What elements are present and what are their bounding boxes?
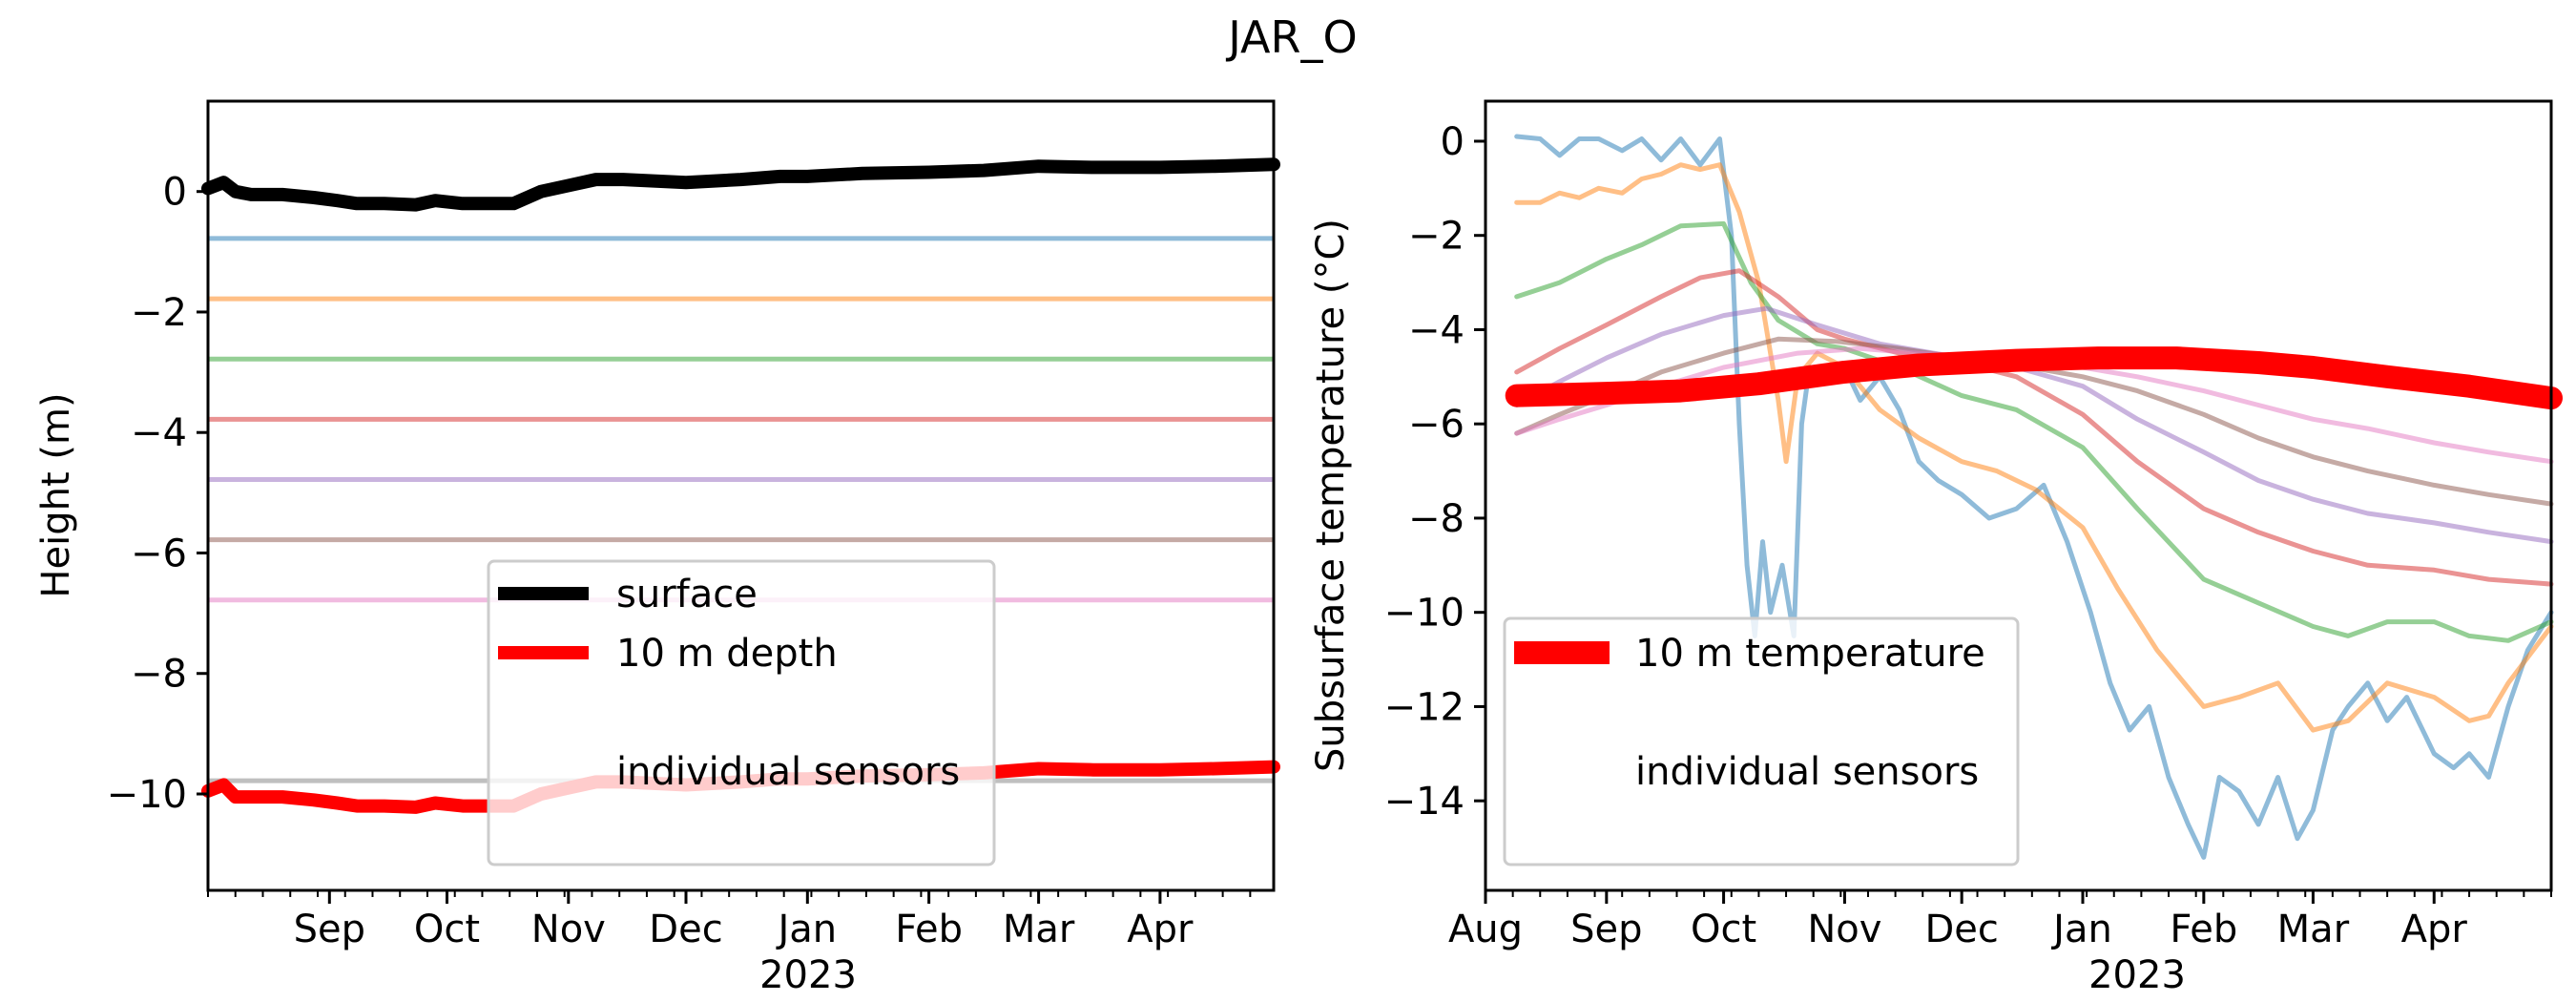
surface-line [201,157,1280,212]
right-x-tick-label: Dec [1924,908,1998,951]
right-y-tick-label: 0 [1441,120,1465,164]
left-x-tick-label: Mar [1003,908,1075,951]
right-year-label: 2023 [2088,953,2186,997]
left-y-tick-label: 0 [163,171,187,215]
left-x-tick-label: Apr [1127,908,1194,951]
left-y-tick-label: −4 [131,411,187,455]
height-chart: 0 −2 −4 −6 −8 −10 Sep Oct Nov Dec Jan Feb Mar Apr 20… [34,99,1280,997]
left-year-label: 2023 [759,953,857,997]
left-y-axis-label: Height (m) [34,392,78,597]
right-x-tick-label: Feb [2170,908,2237,951]
legend-surface-label: surface [616,573,758,616]
right-y-axis-label: Subsurface temperature (°C) [1309,219,1353,772]
figure-title: JAR_O [1225,11,1357,63]
right-y-tick-label: −12 [1384,685,1465,729]
sensor-temperature-line [1514,134,2554,860]
left-x-tick-label: Feb [895,908,963,951]
left-y-tick-label: −2 [131,291,187,335]
left-x-tick-label: Jan [775,908,837,951]
right-x-tick-label: Oct [1691,908,1756,951]
legend-individual-sensors-label: individual sensors [616,750,960,794]
right-x-tick-label: Aug [1448,908,1523,951]
10-m-temperature-line [1505,346,2563,410]
left-plot-frame [206,99,1276,892]
right-legend: 10 m temperature individual sensors [1503,616,2020,866]
left-legend-box [487,559,996,866]
legend-10m-temperature-label: 10 m temperature [1635,632,1985,676]
left-y-tick-label: −10 [107,773,187,817]
left-x-tick-label: Oct [414,908,480,951]
left-y-tick-label: −8 [131,653,187,697]
legend-individual-sensors-label-right: individual sensors [1635,750,1979,794]
right-y-tick-label: −10 [1384,592,1465,636]
left-x-tick-label: Sep [294,908,365,951]
right-y-tick-label: −2 [1408,215,1465,259]
right-x-tick-label: Nov [1807,908,1881,951]
temperature-chart: 0 −2 −4 −6 −8 −10 −12 −14 Aug Sep Oct Nov Dec Jan Feb… [1309,99,2563,997]
right-x-tick-label: Sep [1570,908,1642,951]
right-legend-box [1503,616,2020,866]
left-x-tick-label: Nov [531,908,606,951]
sensor-temperature-line [1514,162,2554,733]
left-x-tick-label: Dec [649,908,722,951]
right-y-tick-label: −6 [1408,403,1465,447]
left-y-tick-label: −6 [131,532,187,575]
legend-10m-depth-label: 10 m depth [616,632,838,676]
right-x-tick-label: Apr [2401,908,2468,951]
right-plot-frame [1484,99,2553,892]
left-legend: surface 10 m depth individual sensors [487,559,996,866]
right-x-tick-label: Jan [2050,908,2112,951]
right-x-tick-label: Mar [2277,908,2350,951]
right-y-tick-label: −4 [1408,308,1465,352]
right-y-tick-label: −14 [1384,780,1465,824]
right-y-tick-label: −8 [1408,497,1465,541]
sensor-temperature-line [1514,220,2554,643]
